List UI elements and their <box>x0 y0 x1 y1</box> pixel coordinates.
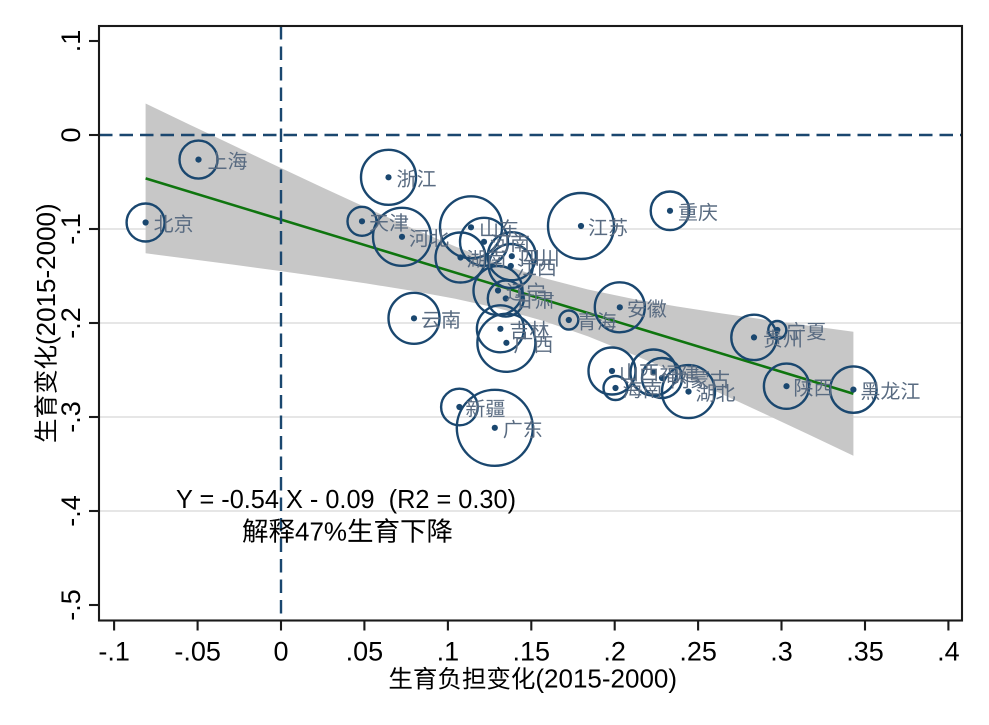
svg-text:(2015-2000): (2015-2000) <box>31 203 61 345</box>
svg-text:.1: .1 <box>56 30 86 53</box>
svg-text:.05: .05 <box>346 637 384 667</box>
svg-text:.15: .15 <box>513 637 551 667</box>
svg-text:-.4: -.4 <box>56 495 86 527</box>
svg-text:-.5: -.5 <box>56 589 86 621</box>
svg-text:-.3: -.3 <box>56 401 86 433</box>
svg-text:47%: 47% <box>295 517 347 547</box>
svg-text:.35: .35 <box>846 637 884 667</box>
svg-text:.3: .3 <box>770 637 793 667</box>
svg-text:(2015-2000): (2015-2000) <box>535 664 677 694</box>
svg-text:.2: .2 <box>603 637 626 667</box>
svg-text:.1: .1 <box>437 637 460 667</box>
svg-text:Y = -0.54 X - 0.09 (R2 = 0.30: Y = -0.54 X - 0.09 (R2 = 0.30) <box>176 484 516 514</box>
svg-text:-.1: -.1 <box>56 213 86 245</box>
svg-text:-.2: -.2 <box>56 307 86 339</box>
svg-text:0: 0 <box>56 127 86 142</box>
svg-text:0: 0 <box>273 637 288 667</box>
svg-text:.4: .4 <box>937 637 960 667</box>
svg-text:.25: .25 <box>679 637 717 667</box>
svg-text:-.1: -.1 <box>98 637 130 667</box>
svg-text:-.05: -.05 <box>174 637 221 667</box>
